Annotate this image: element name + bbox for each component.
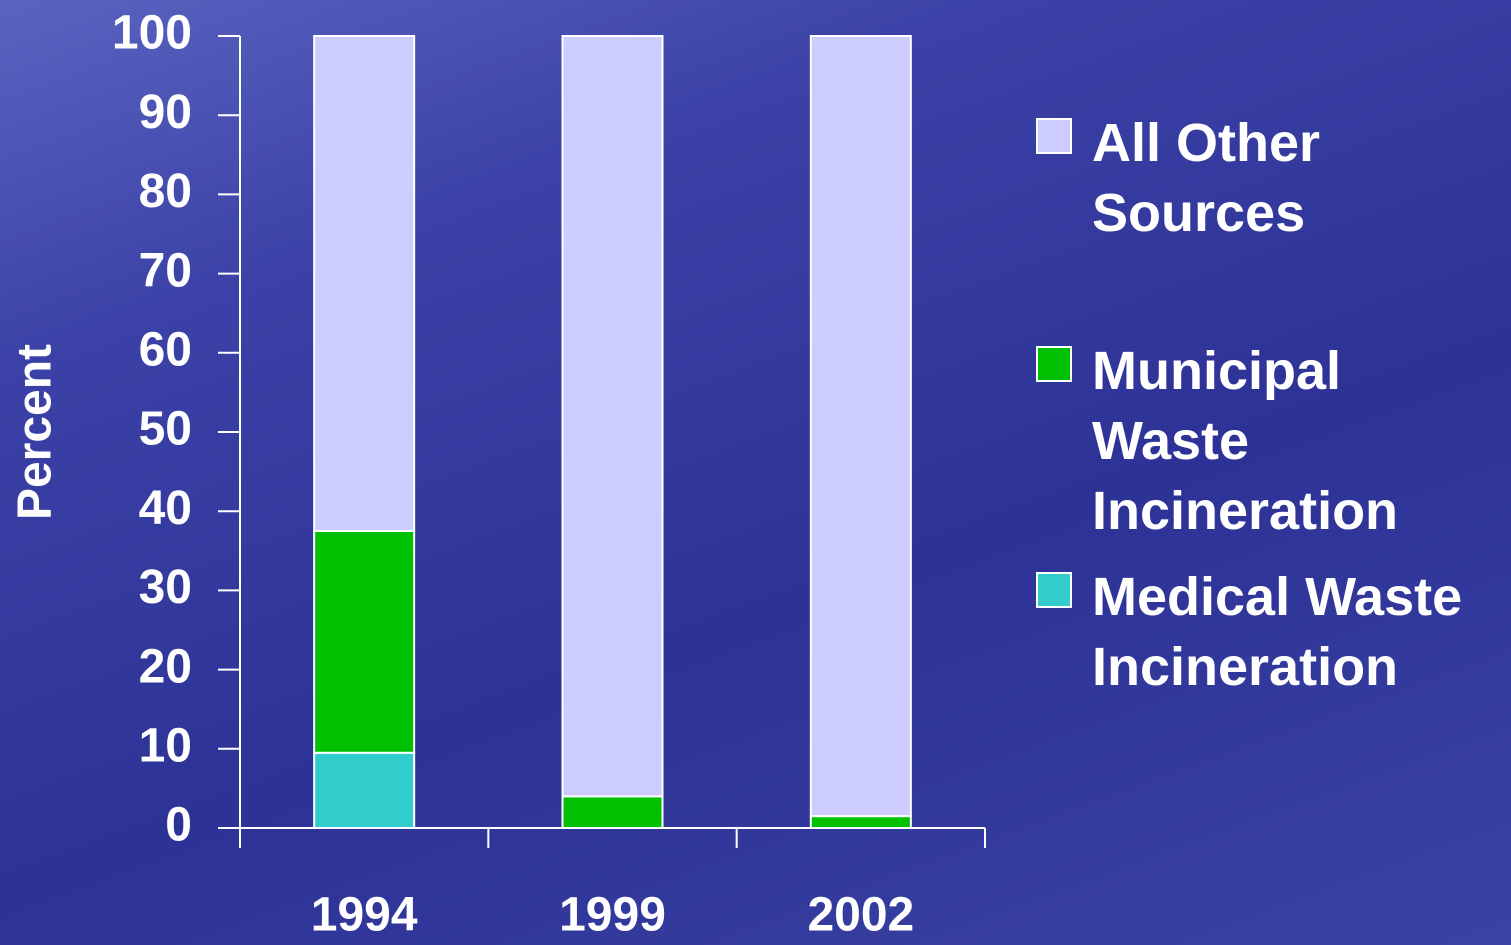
y-axis-label: Percent (9, 344, 62, 520)
legend-swatch (1036, 572, 1072, 608)
legend-label: All Other Sources (1092, 113, 1321, 243)
bar-segment (561, 35, 664, 798)
y-tick-label: 40 (139, 482, 192, 535)
y-tick-label: 70 (139, 244, 192, 297)
legend-item: All Other Sources (1036, 108, 1507, 248)
legend-swatch (1036, 346, 1072, 382)
legend-swatch (1036, 118, 1072, 154)
y-tick-label: 100 (112, 7, 192, 60)
bar-segment (313, 530, 416, 754)
y-tick-label: 90 (139, 86, 192, 139)
y-tick-label: 20 (139, 640, 192, 693)
x-tick-label: 1994 (311, 889, 418, 942)
bar-segment (313, 35, 416, 532)
legend-label: Medical Waste Incineration (1092, 567, 1463, 697)
y-tick-label: 60 (139, 323, 192, 376)
y-tick-label: 50 (139, 403, 192, 456)
x-tick-label: 2002 (807, 889, 914, 942)
bar-segment (313, 751, 416, 830)
y-tick-label: 30 (139, 561, 192, 614)
y-tick-label: 0 (165, 799, 192, 852)
legend-label: Municipal Waste Incineration (1092, 341, 1399, 541)
y-tick-label: 10 (139, 719, 192, 772)
bar-segment (809, 815, 912, 829)
legend-item: Municipal Waste Incineration (1036, 336, 1507, 546)
y-tick-label: 80 (139, 165, 192, 218)
legend-item: Medical Waste Incineration (1036, 562, 1507, 702)
x-tick-label: 1999 (559, 889, 666, 942)
bar-segment (561, 795, 664, 830)
bar-segment (809, 35, 912, 818)
